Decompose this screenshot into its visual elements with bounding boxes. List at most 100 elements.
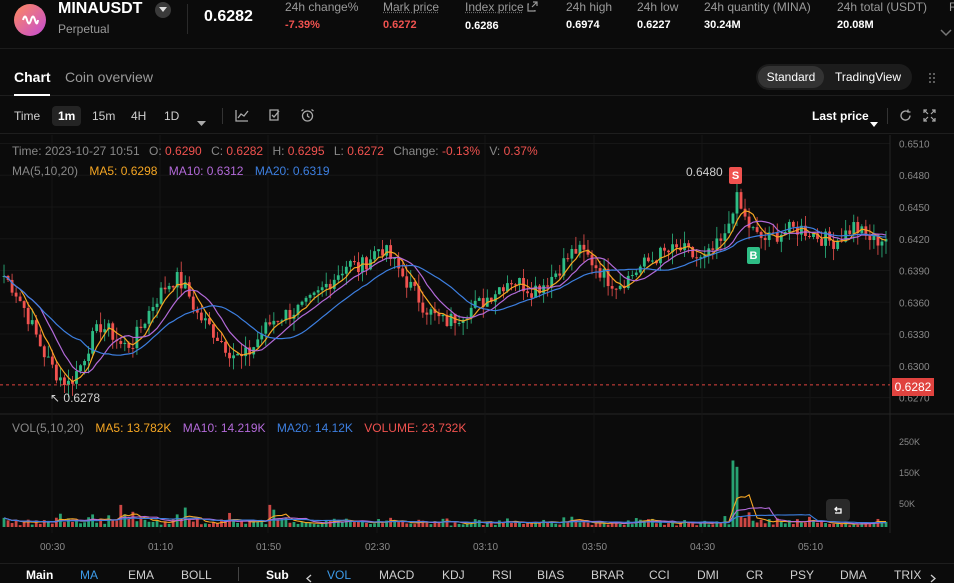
tab-chart[interactable]: Chart xyxy=(14,69,51,85)
open-label: O: xyxy=(149,144,162,158)
volume-bar xyxy=(405,523,409,527)
kline-chart[interactable]: 0.6510 0.6480 0.6450 0.6420 0.6390 0.6360 0.63… xyxy=(0,135,954,560)
sub-indicator-dmi[interactable]: DMI xyxy=(697,568,719,582)
sub-indicator-rsi[interactable]: RSI xyxy=(492,568,513,582)
active-tab-underline xyxy=(14,94,50,96)
tradingview-button[interactable]: TradingView xyxy=(834,70,902,84)
ticker-header: MINAUSDT Perpetual 0.6282 24h change% -7… xyxy=(0,0,954,49)
volume-bar xyxy=(320,523,324,527)
symbol-title[interactable]: MINAUSDT xyxy=(58,0,143,17)
interval-1d[interactable]: 1D xyxy=(164,109,180,123)
interval-1m[interactable]: 1m xyxy=(52,106,82,126)
candle-body xyxy=(260,333,264,340)
candle-body xyxy=(719,238,723,241)
interval-15m[interactable]: 15m xyxy=(92,109,116,123)
candle-body xyxy=(308,294,312,298)
candle-body xyxy=(393,257,397,259)
sub-indicator-psy[interactable]: PSY xyxy=(790,568,815,582)
candle-body xyxy=(876,234,880,246)
sub-indicator-vol[interactable]: VOL xyxy=(327,568,352,582)
candle-body xyxy=(312,292,316,295)
main-indicator-ema[interactable]: EMA xyxy=(128,568,155,582)
candle-body xyxy=(212,324,215,338)
volume-bar xyxy=(256,521,260,527)
price-type-dropdown-icon[interactable] xyxy=(870,114,878,132)
candle-body xyxy=(171,285,175,288)
volume-bar xyxy=(155,520,159,527)
symbol-dropdown-icon[interactable] xyxy=(155,2,171,18)
volume-bar xyxy=(755,522,759,527)
interval-4h[interactable]: 4H xyxy=(131,109,147,123)
stat-index-price[interactable]: Index price 0.6286 xyxy=(465,0,538,32)
volume-bar xyxy=(493,524,497,527)
candle-body xyxy=(534,285,538,298)
candle-body xyxy=(530,293,533,298)
sub-indicator-bias[interactable]: BIAS xyxy=(537,568,565,582)
candle-body xyxy=(558,273,562,276)
tab-coin-overview[interactable]: Coin overview xyxy=(65,69,153,85)
candle-body xyxy=(26,307,30,325)
indicator-icon[interactable] xyxy=(235,109,249,127)
volume-bar xyxy=(711,524,715,527)
volume-bar xyxy=(207,524,211,527)
scroll-left-icon[interactable] xyxy=(306,570,312,583)
candle-body xyxy=(228,352,231,359)
volume-bar xyxy=(54,517,58,527)
volume-bar xyxy=(252,520,256,527)
volume-bar xyxy=(594,522,598,527)
volume-bar xyxy=(683,520,687,527)
price-type-select[interactable]: Last price xyxy=(812,109,869,123)
volume-bar xyxy=(107,515,111,527)
volume-bar xyxy=(99,518,103,527)
more-options-icon[interactable] xyxy=(928,71,936,89)
sub-indicator-kdj[interactable]: KDJ xyxy=(442,568,465,582)
low-pointer-icon: ↖ xyxy=(50,391,61,405)
alarm-clock-icon[interactable] xyxy=(300,108,315,128)
sub-indicator-trix[interactable]: TRIX xyxy=(894,568,922,582)
fullscreen-icon[interactable] xyxy=(923,109,936,127)
candle-body xyxy=(884,239,888,242)
stat-24h-total: 24h total (USDT) 20.08M xyxy=(837,0,927,31)
buy-marker[interactable]: B xyxy=(747,247,760,264)
volume-bar xyxy=(143,519,147,527)
stat-mark-price[interactable]: Mark price 0.6272 xyxy=(383,0,439,31)
volume-bar xyxy=(296,523,300,527)
refresh-icon[interactable] xyxy=(899,109,912,127)
volume-bar xyxy=(731,460,735,527)
volume-bar xyxy=(191,521,195,527)
time-interval-button[interactable]: Time xyxy=(14,109,41,123)
chart-canvas[interactable]: 0.6510 0.6480 0.6450 0.6420 0.6390 0.6360 0.63… xyxy=(0,135,954,560)
volume-tick-label: 150K xyxy=(899,468,920,478)
sub-indicator-brar[interactable]: BRAR xyxy=(591,568,625,582)
candle-body xyxy=(449,313,453,326)
stat-24h-high: 24h high 0.6974 xyxy=(566,0,612,31)
candle-body xyxy=(586,249,590,255)
expand-arrow-icon[interactable] xyxy=(940,24,952,42)
main-indicator-boll[interactable]: BOLL xyxy=(181,568,212,582)
volume-bar xyxy=(352,521,356,527)
candle-body xyxy=(675,244,678,248)
sub-indicator-cci[interactable]: CCI xyxy=(649,568,670,582)
sell-marker[interactable]: S xyxy=(729,167,742,184)
candle-body xyxy=(95,324,99,332)
drawing-tool-icon[interactable] xyxy=(268,108,282,127)
volume-bar xyxy=(642,521,646,527)
change-value: -0.13% xyxy=(441,144,480,158)
scroll-right-icon[interactable] xyxy=(930,570,936,583)
main-indicator-ma[interactable]: MA xyxy=(80,568,98,582)
candle-body xyxy=(570,248,574,259)
volume-bar xyxy=(860,522,864,527)
candle-body xyxy=(203,318,207,321)
candle-body xyxy=(324,283,328,288)
standard-view-button[interactable]: Standard xyxy=(758,66,824,88)
return-latest-button[interactable] xyxy=(826,499,850,521)
sub-indicator-dma[interactable]: DMA xyxy=(840,568,867,582)
candle-body xyxy=(336,275,340,280)
stat-label: 24h low xyxy=(637,0,679,14)
external-link-icon[interactable] xyxy=(527,1,538,15)
sub-indicator-cr[interactable]: CR xyxy=(746,568,764,582)
volume-bar xyxy=(800,522,803,527)
interval-dropdown-icon[interactable] xyxy=(197,114,206,132)
sub-indicator-macd[interactable]: MACD xyxy=(379,568,415,582)
volume-bar xyxy=(361,521,364,527)
